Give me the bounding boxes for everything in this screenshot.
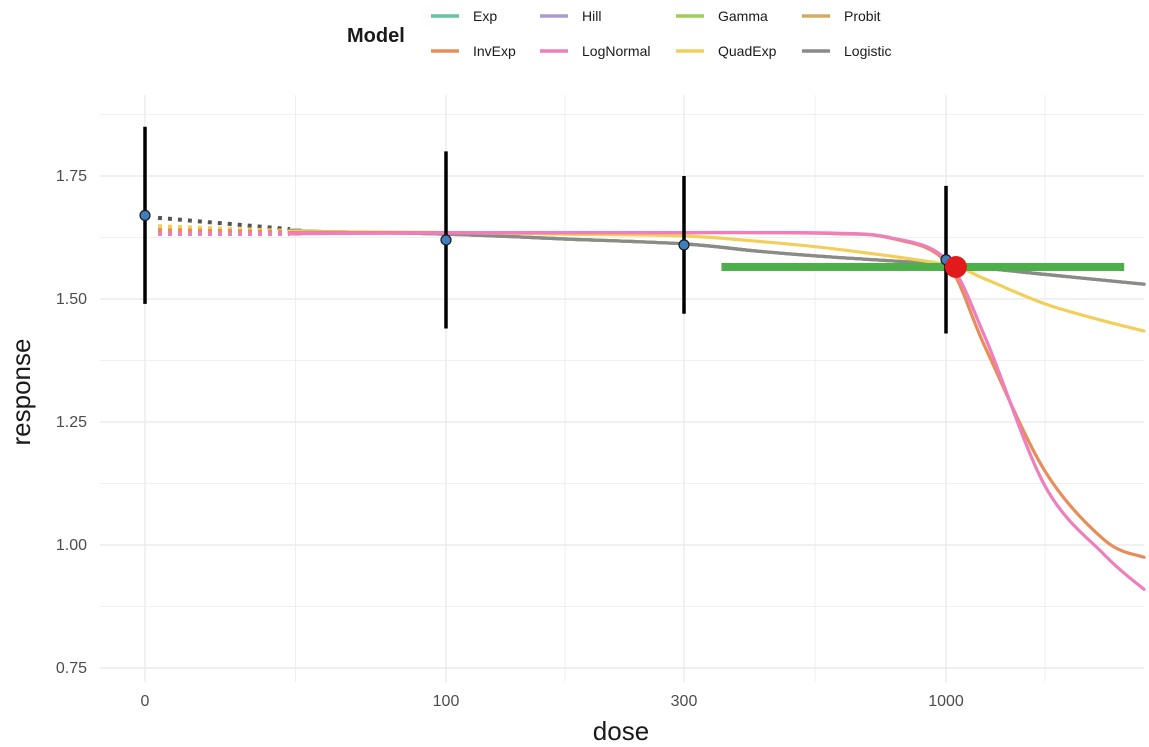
legend-label-logistic: Logistic bbox=[844, 43, 891, 59]
y-axis-title: response bbox=[6, 339, 36, 446]
legend-label-hill: Hill bbox=[582, 8, 601, 24]
dotted-segment bbox=[157, 215, 291, 232]
series-line-invexp bbox=[287, 230, 1146, 559]
dotted-extensions bbox=[157, 215, 291, 237]
observed-point bbox=[678, 239, 690, 251]
legend-label-gamma: Gamma bbox=[718, 8, 768, 24]
observed-point bbox=[440, 234, 452, 246]
observed-point bbox=[139, 209, 151, 221]
legend-label-invexp: InvExp bbox=[473, 43, 516, 59]
legend-label-exp: Exp bbox=[473, 8, 497, 24]
model-curves bbox=[287, 228, 1146, 591]
legend-label-lognormal: LogNormal bbox=[582, 43, 650, 59]
bmd-point bbox=[944, 256, 967, 279]
x-tick-label: 0 bbox=[141, 693, 150, 710]
observed-points bbox=[139, 209, 967, 279]
dotted-segment bbox=[157, 224, 291, 234]
dotted-segment bbox=[157, 228, 291, 235]
x-tick-label: 1000 bbox=[928, 693, 964, 710]
legend-title: Model bbox=[347, 25, 405, 47]
x-axis-title: dose bbox=[593, 716, 649, 746]
grid-lines bbox=[100, 95, 1144, 682]
y-tick-labels: 0.75 1.00 1.25 1.50 1.75 bbox=[56, 168, 87, 677]
series-line-lognormal bbox=[287, 230, 1146, 591]
y-tick-label: 1.25 bbox=[56, 414, 87, 431]
y-tick-label: 0.75 bbox=[56, 660, 87, 677]
legend-label-quadexp: QuadExp bbox=[718, 43, 777, 59]
y-tick-label: 1.50 bbox=[56, 291, 87, 308]
legend-label-probit: Probit bbox=[844, 8, 881, 24]
x-tick-label: 100 bbox=[433, 693, 460, 710]
x-tick-label: 300 bbox=[671, 693, 698, 710]
x-tick-labels: 0 100 300 1000 bbox=[141, 693, 964, 710]
y-tick-label: 1.00 bbox=[56, 537, 87, 554]
legend: Model Exp InvExp Hill LogNormal Gamma QuadExp… bbox=[347, 8, 891, 59]
y-tick-label: 1.75 bbox=[56, 168, 87, 185]
error-bars bbox=[143, 126, 948, 334]
